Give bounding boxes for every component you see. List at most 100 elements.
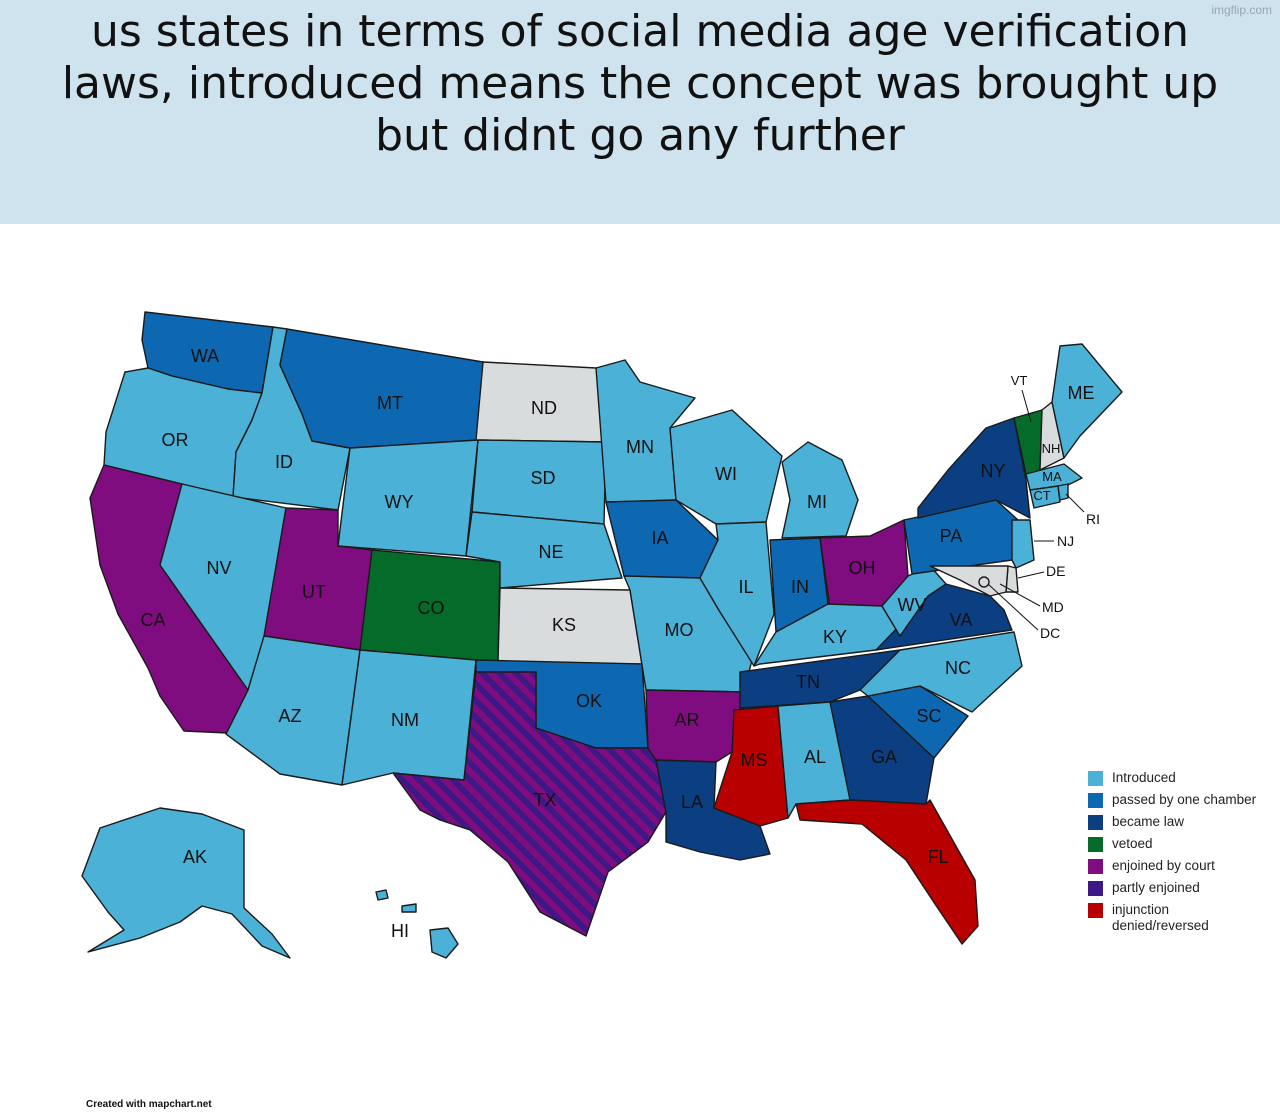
- label-id: ID: [275, 452, 293, 472]
- map-legend: Introduced passed by one chamber became la…: [1088, 770, 1268, 940]
- state-mi: [781, 441, 859, 539]
- label-fl: FL: [927, 847, 948, 867]
- legend-label: vetoed: [1112, 836, 1153, 851]
- label-ok: OK: [576, 691, 602, 711]
- legend-item-vetoed: vetoed: [1088, 836, 1268, 852]
- label-al: AL: [804, 747, 826, 767]
- label-ri: RI: [1086, 511, 1100, 527]
- label-ia: IA: [651, 528, 668, 548]
- label-nv: NV: [206, 558, 231, 578]
- label-ut: UT: [302, 582, 326, 602]
- label-oh: OH: [849, 558, 876, 578]
- legend-item-partly: partly enjoined: [1088, 880, 1268, 896]
- label-ks: KS: [552, 615, 576, 635]
- label-wa: WA: [191, 346, 219, 366]
- state-ak: [81, 807, 291, 959]
- label-sc: SC: [916, 706, 941, 726]
- legend-label: Introduced: [1112, 770, 1176, 785]
- state-ny: [917, 417, 1031, 519]
- legend-swatch: [1088, 881, 1103, 896]
- legend-label: enjoined by court: [1112, 858, 1215, 873]
- state-me: [1051, 343, 1123, 459]
- label-mi: MI: [807, 492, 827, 512]
- label-or: OR: [162, 430, 189, 450]
- legend-label: passed by one chamber: [1112, 792, 1257, 807]
- label-wv: WV: [898, 595, 927, 615]
- state-mt: [279, 328, 484, 449]
- legend-swatch: [1088, 837, 1103, 852]
- vt-leader-line: [1021, 389, 1032, 423]
- label-nc: NC: [945, 658, 971, 678]
- state-ri: [1057, 483, 1069, 501]
- label-sd: SD: [530, 468, 555, 488]
- label-de: DE: [1046, 563, 1065, 579]
- label-ne: NE: [538, 542, 563, 562]
- label-tn: TN: [796, 672, 820, 692]
- label-ca: CA: [140, 610, 165, 630]
- label-wi: WI: [715, 464, 737, 484]
- label-hi: HI: [391, 921, 409, 941]
- imgflip-watermark: imgflip.com: [1211, 3, 1272, 17]
- label-ak: AK: [183, 847, 207, 867]
- label-dc: DC: [1040, 625, 1060, 641]
- ri-leader-line: [1065, 493, 1085, 513]
- legend-item-denied: injunction denied/reversed: [1088, 902, 1268, 934]
- label-ny: NY: [980, 461, 1005, 481]
- state-nc: [859, 631, 1023, 713]
- label-pa: PA: [940, 526, 963, 546]
- mapchart-credit: Created with mapchart.net: [86, 1099, 212, 1110]
- state-dc: [978, 576, 990, 588]
- legend-item-introduced: Introduced: [1088, 770, 1268, 786]
- legend-label: became law: [1112, 814, 1185, 829]
- label-ma: MA: [1042, 469, 1062, 484]
- state-hi: [375, 889, 459, 959]
- legend-label: partly enjoined: [1112, 880, 1200, 895]
- label-nj: NJ: [1057, 533, 1074, 549]
- meme-caption: us states in terms of social media age v…: [61, 6, 1219, 161]
- state-md: [929, 565, 1009, 597]
- us-states-map: WA OR CA ID NV MT WY UT CO AZ NM ND SD N…: [81, 311, 1123, 959]
- label-nh: NH: [1042, 441, 1061, 456]
- label-nd: ND: [531, 398, 557, 418]
- label-la: LA: [681, 792, 703, 812]
- caption-band: [0, 0, 1280, 224]
- dc-leader-line: [987, 583, 1039, 631]
- states-layer: [81, 311, 1123, 959]
- legend-item-enjoined: enjoined by court: [1088, 858, 1268, 874]
- label-mt: MT: [377, 393, 403, 413]
- label-ga: GA: [871, 747, 897, 767]
- state-fl: [795, 799, 979, 945]
- label-il: IL: [738, 577, 753, 597]
- legend-swatch: [1088, 859, 1103, 874]
- state-wv: [881, 565, 947, 637]
- label-mn: MN: [626, 437, 654, 457]
- state-ga: [829, 695, 935, 805]
- state-ct: [1029, 485, 1061, 509]
- md-leader-line: [999, 583, 1041, 607]
- legend-swatch: [1088, 815, 1103, 830]
- label-md: MD: [1042, 599, 1064, 615]
- state-labels: WA OR CA ID NV MT WY UT CO AZ NM ND SD N…: [140, 346, 1100, 941]
- label-va: VA: [950, 610, 973, 630]
- label-az: AZ: [278, 706, 301, 726]
- label-tx: TX: [533, 790, 556, 810]
- legend-swatch: [1088, 771, 1103, 786]
- state-il: [699, 521, 775, 667]
- label-ky: KY: [823, 627, 847, 647]
- label-co: CO: [418, 598, 445, 618]
- legend-item-passed: passed by one chamber: [1088, 792, 1268, 808]
- label-vt: VT: [1011, 373, 1028, 388]
- label-ar: AR: [674, 710, 699, 730]
- label-ms: MS: [741, 750, 768, 770]
- label-ct: CT: [1033, 488, 1050, 503]
- state-la: [655, 759, 771, 861]
- state-tx: [392, 671, 667, 937]
- legend-swatch: [1088, 903, 1103, 918]
- label-me: ME: [1068, 383, 1095, 403]
- label-wy: WY: [385, 492, 414, 512]
- label-in: IN: [791, 577, 809, 597]
- legend-swatch: [1088, 793, 1103, 808]
- state-nj: [1011, 519, 1035, 569]
- legend-item-law: became law: [1088, 814, 1268, 830]
- legend-label: injunction denied/reversed: [1112, 902, 1209, 933]
